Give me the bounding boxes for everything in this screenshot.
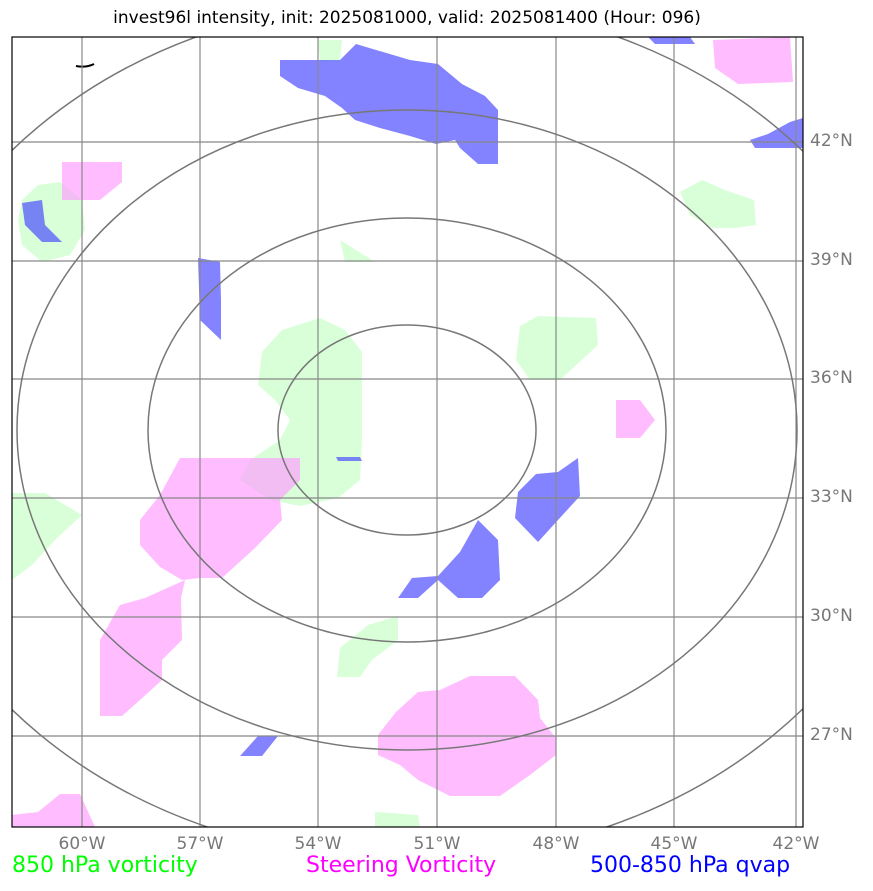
steering-region: [62, 162, 122, 200]
lat-label-33n: 33°N: [810, 487, 853, 507]
vorticity-region: [516, 316, 598, 380]
qvap-region: [648, 37, 695, 44]
qvap-region: [22, 200, 62, 242]
qvap-region: [240, 736, 278, 756]
range-ring: [277, 324, 537, 536]
steering-region: [140, 458, 300, 580]
steering-region: [12, 794, 95, 827]
range-ring: [147, 217, 667, 643]
vorticity-region: [337, 616, 398, 677]
lat-label-27n: 27°N: [810, 725, 853, 745]
vorticity-region: [340, 240, 375, 262]
lon-label-60w: 60°W: [58, 834, 106, 854]
lon-label-51w: 51°W: [413, 834, 461, 854]
lat-label-42n: 42°N: [810, 131, 853, 151]
lat-label-30n: 30°N: [810, 606, 853, 626]
graticule: [12, 37, 803, 827]
lat-label-39n: 39°N: [810, 250, 853, 270]
map-frame: [11, 36, 804, 828]
lon-label-48w: 48°W: [532, 834, 580, 854]
range-ring: [16, 109, 798, 751]
qvap-region: [198, 258, 221, 340]
steering-region: [100, 580, 185, 716]
lat-label-36n: 36°N: [810, 368, 853, 388]
qvap-region: [515, 458, 580, 542]
vorticity-region: [318, 40, 342, 62]
qvap-regions: [22, 37, 803, 756]
map-title: invest96l intensity, init: 2025081000, v…: [113, 8, 701, 28]
qvap-region: [336, 457, 362, 461]
steering-region: [713, 37, 793, 84]
legend-qvap: 500-850 hPa qvap: [590, 853, 791, 878]
steering-region: [616, 400, 655, 438]
qvap-region: [750, 118, 803, 148]
legend-steering-vorticity: Steering Vorticity: [306, 853, 497, 878]
vorticity-region: [680, 180, 756, 228]
lon-label-57w: 57°W: [176, 834, 224, 854]
qvap-region: [280, 44, 498, 164]
vorticity-region: [375, 812, 420, 827]
vorticity-region: [12, 493, 82, 580]
lon-label-54w: 54°W: [294, 834, 342, 854]
coastline-fragment: [75, 63, 95, 68]
legend-850-vorticity: 850 hPa vorticity: [12, 853, 198, 878]
lon-label-45w: 45°W: [650, 834, 698, 854]
vorticity-850-regions: [12, 40, 756, 827]
qvap-region: [398, 520, 500, 598]
steering-vorticity-regions: [12, 37, 793, 827]
range-rings: [12, 37, 803, 827]
lon-label-42w: 42°W: [772, 834, 820, 854]
